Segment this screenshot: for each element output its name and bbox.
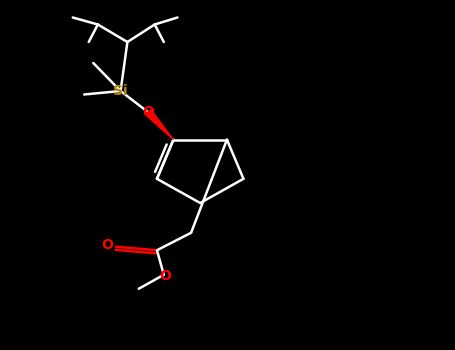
Text: O: O xyxy=(101,238,113,252)
Text: O: O xyxy=(142,105,154,119)
Text: O: O xyxy=(159,270,171,284)
Polygon shape xyxy=(145,110,173,140)
Text: Si: Si xyxy=(113,84,128,98)
